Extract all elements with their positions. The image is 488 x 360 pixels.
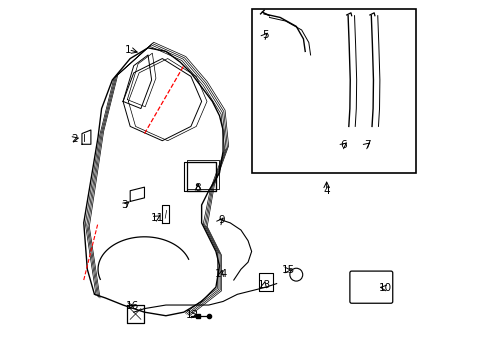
Text: 12: 12 bbox=[186, 310, 199, 320]
Text: 11: 11 bbox=[150, 212, 163, 222]
Text: 1: 1 bbox=[125, 45, 131, 55]
Text: 16: 16 bbox=[125, 301, 138, 311]
Text: 3: 3 bbox=[122, 200, 128, 210]
Text: 7: 7 bbox=[363, 140, 369, 150]
Text: 10: 10 bbox=[378, 283, 391, 293]
Text: 9: 9 bbox=[218, 215, 224, 225]
Text: 14: 14 bbox=[214, 269, 227, 279]
FancyBboxPatch shape bbox=[349, 271, 392, 303]
Text: 8: 8 bbox=[194, 183, 201, 193]
Text: 6: 6 bbox=[340, 140, 346, 150]
Text: 13: 13 bbox=[257, 280, 270, 291]
Text: 15: 15 bbox=[281, 265, 294, 275]
Text: 2: 2 bbox=[71, 134, 78, 144]
Text: 4: 4 bbox=[323, 186, 329, 196]
Text: 5: 5 bbox=[262, 30, 268, 40]
Bar bbox=[251, 9, 415, 173]
